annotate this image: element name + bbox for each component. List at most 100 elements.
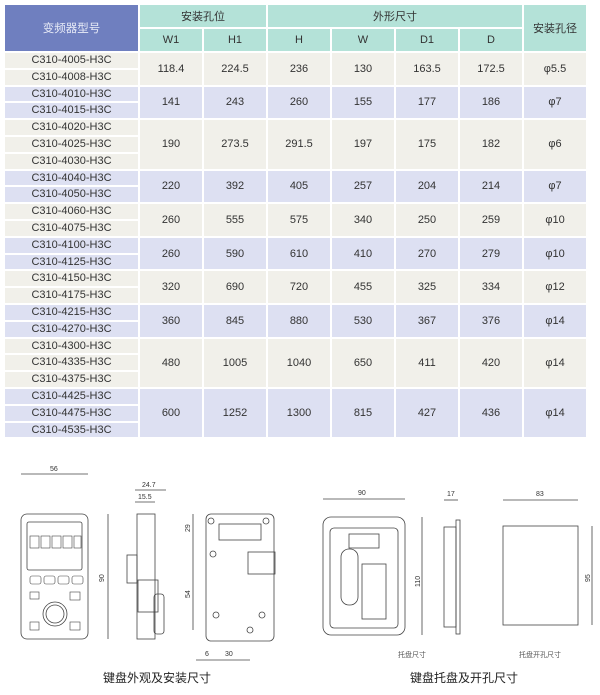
table-row: C310-4335-H3C (5, 355, 586, 371)
model-cell: C310-4215-H3C (5, 304, 138, 320)
keypad-caption: 键盘外观及安装尺寸 (103, 671, 212, 685)
model-cell: C310-4040-H3C (5, 170, 138, 186)
value-cell: 845 (204, 304, 266, 337)
value-cell: 320 (140, 271, 202, 303)
model-cell: C310-4175-H3C (5, 288, 138, 303)
value-cell: φ6 (524, 120, 586, 169)
value-cell: φ7 (524, 170, 586, 203)
value-cell: 197 (332, 120, 394, 169)
value-cell: φ10 (524, 237, 586, 270)
table-row: C310-4015-H3C (5, 103, 586, 119)
table-row: C310-4050-H3C (5, 187, 586, 203)
value-cell: φ12 (524, 271, 586, 303)
value-cell: 367 (396, 304, 458, 337)
table-row: C310-4020-H3C 190 273.5 291.5 197 175 182 φ6 (5, 120, 586, 169)
header-model: 变频器型号 (5, 5, 138, 51)
value-cell: 224.5 (204, 53, 266, 85)
value-cell: 186 (460, 86, 522, 119)
value-cell: 325 (396, 271, 458, 303)
value-cell: 243 (204, 86, 266, 119)
model-cell: C310-4008-H3C (5, 69, 138, 85)
value-cell: φ5.5 (524, 53, 586, 85)
table-row: C310-4175-H3C (5, 288, 586, 303)
table-row: C310-4100-H3C 260 590 610 410 270 279 φ10 (5, 237, 586, 270)
value-cell: 260 (268, 86, 330, 119)
model-cell: C310-4050-H3C (5, 187, 138, 203)
value-cell: 720 (268, 271, 330, 303)
value-cell: φ14 (524, 304, 586, 337)
model-cell: C310-4425-H3C (5, 388, 138, 404)
model-cell: C310-4375-H3C (5, 372, 138, 387)
value-cell: φ10 (524, 204, 586, 236)
value-cell: 1252 (204, 388, 266, 438)
value-cell: 650 (332, 338, 394, 387)
header-w1: W1 (140, 29, 202, 51)
header-outline: 外形尺寸 (268, 5, 522, 27)
table-row: C310-4270-H3C (5, 321, 586, 337)
value-cell: 190 (140, 120, 202, 169)
model-cell: C310-4150-H3C (5, 271, 138, 287)
value-cell: 172.5 (460, 53, 522, 85)
header-h1: H1 (204, 29, 266, 51)
header-d1: D1 (396, 29, 458, 51)
model-cell: C310-4030-H3C (5, 153, 138, 169)
model-cell: C310-4300-H3C (5, 338, 138, 354)
table-row: C310-4535-H3C (5, 422, 586, 438)
tray-caption: 键盘托盘及开孔尺寸 (410, 671, 519, 685)
tray-size-label: 托盘尺寸 (398, 651, 426, 659)
value-cell: 257 (332, 170, 394, 203)
value-cell: 530 (332, 304, 394, 337)
table-row: C310-4125-H3C (5, 254, 586, 270)
value-cell: 214 (460, 170, 522, 203)
value-cell: 141 (140, 86, 202, 119)
cutout-size-label: 托盘开孔尺寸 (519, 651, 561, 659)
value-cell: φ14 (524, 338, 586, 387)
model-cell: C310-4475-H3C (5, 405, 138, 421)
value-cell: 1300 (268, 388, 330, 438)
model-cell: C310-4020-H3C (5, 120, 138, 135)
header-h: H (268, 29, 330, 51)
value-cell: 250 (396, 204, 458, 236)
value-cell: 130 (332, 53, 394, 85)
value-cell: 427 (396, 388, 458, 438)
table-row: C310-4040-H3C 220 392 405 257 204 214 φ7 (5, 170, 586, 203)
value-cell: 236 (268, 53, 330, 85)
value-cell: 1040 (268, 338, 330, 387)
table-row: C310-4150-H3C 320 690 720 455 325 334 φ12 (5, 271, 586, 303)
value-cell: 590 (204, 237, 266, 270)
header-hole-dia: 安装孔径 (524, 5, 586, 51)
value-cell: 175 (396, 120, 458, 169)
value-cell: φ14 (524, 388, 586, 438)
dim-24-7: 24.7 (142, 482, 156, 489)
value-cell: 334 (460, 271, 522, 303)
value-cell: 340 (332, 204, 394, 236)
value-cell: 436 (460, 388, 522, 438)
model-cell: C310-4125-H3C (5, 254, 138, 270)
model-cell: C310-4060-H3C (5, 204, 138, 219)
value-cell: 204 (396, 170, 458, 203)
value-cell: 260 (140, 237, 202, 270)
value-cell: 690 (204, 271, 266, 303)
table-row: C310-4425-H3C 600 1252 1300 815 427 436 φ14 (5, 388, 586, 438)
value-cell: 260 (140, 204, 202, 236)
header-w: W (332, 29, 394, 51)
value-cell: 555 (204, 204, 266, 236)
value-cell: 155 (332, 86, 394, 119)
table-row: C310-4475-H3C (5, 405, 586, 421)
model-cell: C310-4025-H3C (5, 136, 138, 152)
value-cell: 291.5 (268, 120, 330, 169)
dim-56: 56 (50, 466, 58, 473)
model-cell: C310-4075-H3C (5, 220, 138, 236)
value-cell: 1005 (204, 338, 266, 387)
dim-83: 83 (536, 491, 544, 498)
value-cell: 815 (332, 388, 394, 438)
value-cell: 405 (268, 170, 330, 203)
dimension-table: 变频器型号 安装孔位 外形尺寸 安装孔径 W1 H1 H W D1 D C310-4005… (3, 3, 588, 439)
value-cell: 273.5 (204, 120, 266, 169)
value-cell: 177 (396, 86, 458, 119)
value-cell: 610 (268, 237, 330, 270)
model-cell: C310-4015-H3C (5, 103, 138, 119)
header-mount-pos: 安装孔位 (140, 5, 266, 27)
dim-90: 90 (99, 574, 106, 582)
dim-110: 110 (415, 576, 422, 587)
